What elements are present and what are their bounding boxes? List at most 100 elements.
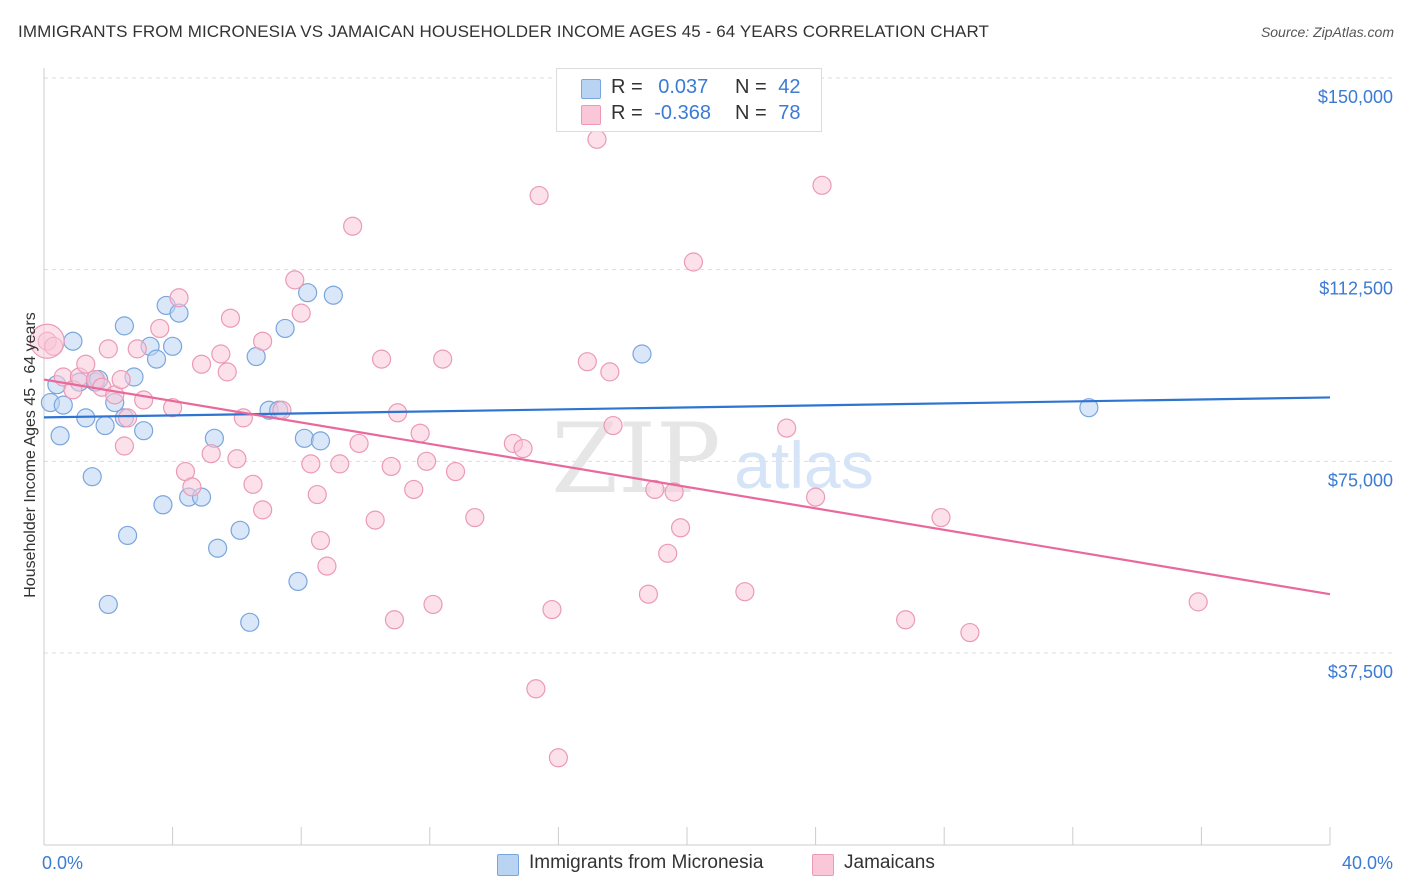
jamaican-point [960, 622, 980, 643]
jamaican-point-large [29, 323, 65, 359]
jamaican-point [349, 433, 369, 454]
jamaican-point [163, 398, 183, 418]
y-axis-label: Householder Income Ages 45 - 64 years [22, 312, 39, 598]
jamaican-point [805, 487, 826, 507]
jamaican-point [465, 507, 485, 528]
jamaican-point [931, 507, 951, 528]
legend-swatch-blue [581, 79, 601, 99]
y-tick-label: $37,500 [1328, 662, 1393, 682]
bottom-legend-swatch-blue [497, 854, 519, 876]
micronesia-point [230, 520, 250, 540]
jamaican-point [526, 679, 546, 699]
jamaican-point [114, 436, 134, 456]
watermark-zip: ZIP [551, 403, 720, 515]
trend-lines [43, 378, 1331, 596]
jamaican-point [127, 339, 147, 359]
micronesia-point [208, 538, 228, 558]
jamaican-point [98, 339, 118, 359]
legend-n: N = 78 [735, 102, 801, 124]
jamaican-point [182, 477, 202, 497]
micronesia-point [63, 331, 83, 351]
micronesia-point [240, 612, 260, 632]
micronesia-point [310, 431, 331, 451]
y-tick-labels: $37,500 $75,000 $112,500 $150,000 [1318, 87, 1393, 682]
jamaican-point [117, 408, 138, 428]
micronesia-point [323, 285, 343, 305]
bottom-legend-swatch-pink [812, 854, 834, 876]
micronesia-point [146, 349, 167, 369]
jamaican-point [542, 599, 562, 620]
jamaican-point [577, 352, 597, 372]
source-label: Source: ZipAtlas.com [1260, 24, 1394, 40]
legend-n: N = 42 [735, 76, 801, 98]
jamaican-point [201, 444, 221, 464]
jamaican-point [307, 484, 327, 505]
jamaican-point [548, 748, 569, 768]
micronesia-point [82, 467, 102, 487]
jamaican-point [433, 349, 453, 369]
axes [43, 68, 1331, 846]
jamaican-point [330, 454, 350, 474]
jamaican-point [253, 500, 273, 520]
micronesia-point [294, 428, 315, 448]
jamaican-point [664, 482, 684, 502]
micronesia-point [95, 415, 115, 436]
jamaican-point [220, 308, 241, 328]
legend-r: R = -0.368 [611, 102, 711, 124]
jamaican-point [600, 362, 620, 382]
jamaican-point [683, 252, 704, 272]
jamaican-point [416, 451, 437, 471]
jamaican-point [777, 418, 797, 438]
jamaican-point [301, 454, 321, 474]
micronesia-point [288, 571, 308, 592]
jamaican-point [384, 610, 405, 630]
jamaican-point [169, 288, 189, 308]
micronesia-point [298, 283, 318, 303]
jamaican-point [638, 584, 659, 604]
jamaican-point [365, 510, 385, 530]
jamaican-point [150, 318, 170, 339]
jamaican-point [371, 349, 392, 369]
micronesia-point [98, 594, 118, 615]
bottom-legend-label: Jamaicans [844, 852, 935, 873]
jamaican-point [243, 474, 263, 494]
jamaican-point [529, 185, 549, 206]
micronesia-point [53, 395, 73, 415]
jamaican-point [134, 390, 154, 410]
jamaican-point [445, 461, 466, 482]
jamaican-point [211, 344, 231, 364]
jamaican-point [670, 518, 691, 538]
x-tick-label-max: 40.0% [1342, 853, 1393, 873]
jamaican-point [410, 423, 430, 443]
y-tick-label: $150,000 [1318, 87, 1393, 107]
jamaican-point [285, 270, 305, 290]
legend-swatch-pink [581, 105, 601, 125]
legend: R = 0.037 N = 42 R = -0.368 N = 78 [556, 68, 822, 132]
micronesia-point [163, 336, 183, 356]
chart-title: IMMIGRANTS FROM MICRONESIA VS JAMAICAN H… [18, 22, 990, 41]
jamaican-point [603, 415, 623, 436]
jamaican-point [317, 556, 337, 576]
gridlines [44, 77, 1393, 654]
y-tick-label: $112,500 [1319, 279, 1393, 299]
jamaican-point [217, 362, 237, 382]
jamaican-point [812, 175, 832, 195]
jamaican-point [423, 594, 443, 615]
jamaican-point [404, 479, 424, 500]
jamaican-point [381, 456, 401, 477]
micronesia-point [50, 426, 70, 446]
jamaican-trend-line [43, 378, 1331, 596]
micronesia-point [632, 344, 652, 364]
jamaican-point [343, 216, 363, 236]
micronesia-point [134, 421, 154, 441]
jamaican-point [272, 400, 292, 420]
jamaican-point [896, 610, 916, 630]
legend-r: R = 0.037 [611, 76, 709, 98]
micronesia-point [1079, 398, 1099, 418]
micronesia-point [153, 495, 173, 515]
bottom-legend-label: Immigrants from Micronesia [529, 852, 764, 873]
jamaican-point [310, 530, 331, 551]
jamaican-point [513, 438, 533, 459]
watermark-atlas: atlas [734, 428, 873, 502]
